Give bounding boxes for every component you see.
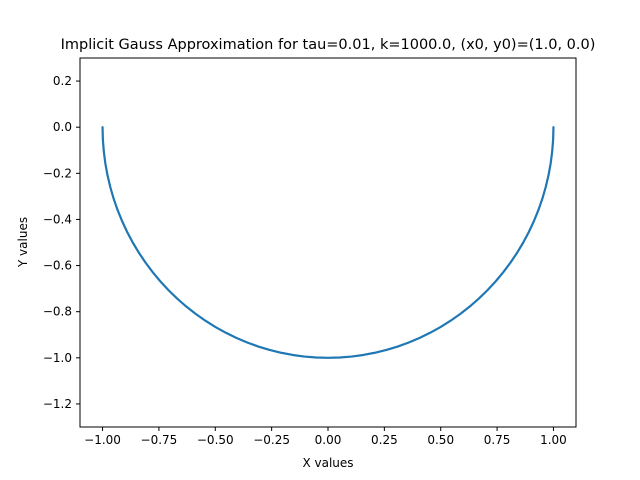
- x-tick-label: −0.50: [197, 433, 234, 447]
- x-tick-label: 0.50: [427, 433, 454, 447]
- x-tick-label: −1.00: [84, 433, 121, 447]
- x-axis-label: X values: [302, 456, 353, 470]
- y-tick-label: −0.6: [43, 259, 72, 273]
- y-tick-label: 0.2: [53, 74, 72, 88]
- y-tick-label: 0.0: [53, 120, 72, 134]
- x-tick-label: 0.25: [371, 433, 398, 447]
- x-tick-label: −0.25: [253, 433, 290, 447]
- y-tick-label: −0.2: [43, 166, 72, 180]
- y-tick-label: −0.4: [43, 212, 72, 226]
- x-axis: −1.00 −0.75 −0.50 −0.25 0.00 0.25 0.50 0.75 1.00: [84, 427, 567, 447]
- y-axis-label: Y values: [16, 217, 30, 268]
- x-tick-label: 0.00: [315, 433, 342, 447]
- series-layer: [101, 126, 555, 359]
- x-tick-label: −0.75: [141, 433, 178, 447]
- y-tick-label: −1.0: [43, 351, 72, 365]
- y-tick-label: −0.8: [43, 305, 72, 319]
- series-line: [101, 126, 555, 359]
- chart-title: Implicit Gauss Approximation for tau=0.0…: [61, 37, 596, 53]
- x-tick-label: 0.75: [484, 433, 511, 447]
- y-axis: 0.2 0.0 −0.2 −0.4 −0.6 −0.8 −1.0 −1.2: [43, 74, 80, 411]
- x-tick-label: 1.00: [540, 433, 567, 447]
- y-tick-label: −1.2: [43, 397, 72, 411]
